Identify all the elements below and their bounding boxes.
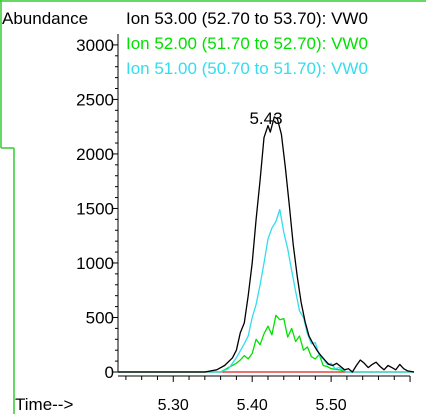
- x-tick-label: 5.40: [237, 397, 268, 414]
- y-tick-label: 3000: [76, 36, 114, 55]
- y-axis-label: Abundance: [2, 9, 88, 28]
- y-axis-ticks: 0 500 1000 1500 2000 2500 3000: [76, 36, 118, 382]
- peak-label: 5.43: [249, 109, 282, 128]
- y-tick-label: 0: [105, 363, 114, 382]
- legend-entry-ion-51: Ion 51.00 (50.70 to 51.70): VW0: [126, 59, 368, 78]
- series-line-1: [118, 314, 414, 373]
- y-tick-label: 2000: [76, 145, 114, 164]
- y-tick-label: 1500: [76, 199, 114, 218]
- series-line-0: [118, 116, 415, 373]
- y-tick-label: 2500: [76, 90, 114, 109]
- series-line-2: [118, 208, 414, 373]
- legend-entry-ion-52: Ion 52.00 (51.70 to 52.70): VW0: [126, 34, 368, 53]
- y-tick-label: 1000: [76, 254, 114, 273]
- x-axis-ticks: 5.30 5.40 5.50: [125, 376, 411, 414]
- series-layer: [118, 116, 415, 373]
- x-tick-label: 5.30: [158, 397, 189, 414]
- y-tick-label: 500: [86, 308, 114, 327]
- legend-entry-ion-53: Ion 53.00 (52.70 to 53.70): VW0: [126, 9, 368, 28]
- x-tick-label: 5.50: [316, 397, 347, 414]
- x-axis-label: Time-->: [15, 395, 73, 414]
